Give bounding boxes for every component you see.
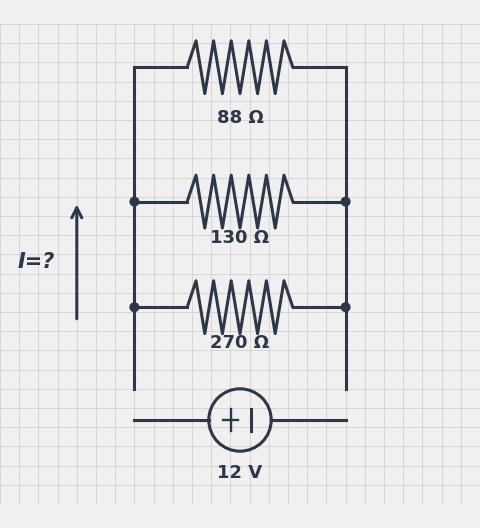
Circle shape <box>341 303 350 312</box>
Text: 88 Ω: 88 Ω <box>216 109 264 127</box>
Text: 12 V: 12 V <box>217 464 263 482</box>
Circle shape <box>130 197 139 206</box>
Text: 130 Ω: 130 Ω <box>210 229 270 247</box>
Text: I=?: I=? <box>17 252 55 271</box>
Circle shape <box>341 197 350 206</box>
Text: 270 Ω: 270 Ω <box>210 334 270 352</box>
Circle shape <box>130 303 139 312</box>
